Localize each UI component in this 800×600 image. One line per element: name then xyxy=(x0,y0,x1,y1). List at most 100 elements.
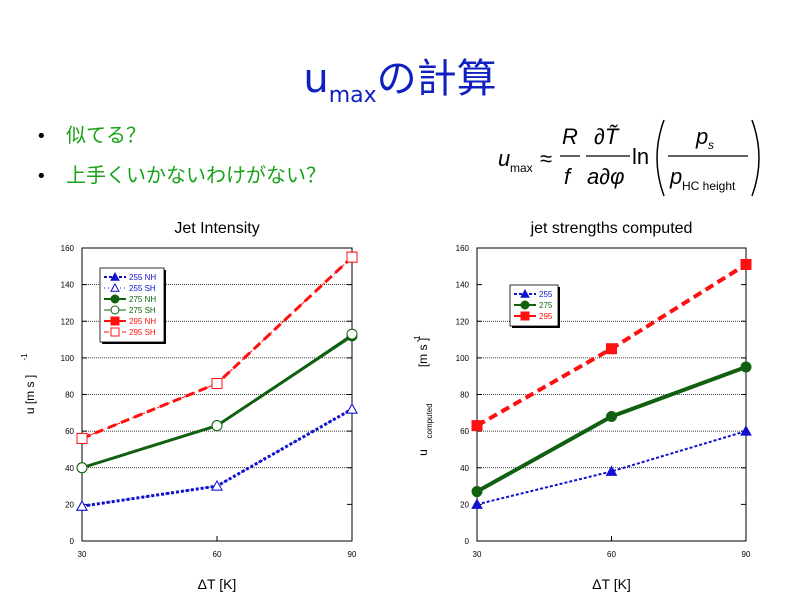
jet-strengths-computed-chart: jet strengths computed 0 20 40 60 80 100 120 140… xyxy=(413,220,752,592)
right-paren-icon xyxy=(751,119,760,197)
y-tick-label: 40 xyxy=(460,464,469,473)
y-axis-label-sup: -1 xyxy=(20,353,29,361)
data-point xyxy=(605,465,618,476)
y-tick-label: 0 xyxy=(465,537,470,546)
data-point xyxy=(346,328,358,340)
formula-approx: ≈ xyxy=(540,146,552,171)
y-tick-label: 100 xyxy=(61,354,75,363)
y-axis-label-unit: [m s ] xyxy=(416,338,430,367)
legend: 255 275 295 xyxy=(509,284,560,328)
y-tick-label: 80 xyxy=(460,391,469,400)
formula-ln: ln xyxy=(632,144,649,169)
series-255 xyxy=(471,425,752,509)
bullet-list: • 似てる？ • 上手くいかないわけがない？ xyxy=(36,118,326,198)
legend-marker xyxy=(110,294,120,304)
data-point xyxy=(606,410,617,422)
legend-shadow xyxy=(512,326,560,328)
formula-lhs-sub: max xyxy=(510,161,533,175)
series-line xyxy=(81,334,353,470)
y-axis-label-group: u computed [m s ]-1 xyxy=(413,335,434,456)
chart-title: Jet Intensity xyxy=(174,220,259,237)
y-tick-label: 140 xyxy=(61,281,75,290)
legend-shadow xyxy=(102,342,166,344)
data-point xyxy=(76,500,88,511)
formula-adphi: a∂φ xyxy=(587,164,624,189)
series-295 xyxy=(471,258,752,432)
y-axis-label: u xyxy=(416,449,430,456)
data-point xyxy=(740,361,752,373)
legend-marker xyxy=(110,316,120,326)
data-point xyxy=(740,258,752,270)
y-tick-label: 120 xyxy=(61,317,75,326)
legend-marker xyxy=(520,300,530,310)
formula-phc-sub: HC height xyxy=(682,179,736,193)
title-rest: の計算 xyxy=(376,56,497,102)
y-tick-label: 0 xyxy=(70,537,75,546)
x-axis-label: ΔT [K] xyxy=(592,576,631,592)
legend-marker xyxy=(110,305,120,315)
data-point xyxy=(76,432,88,444)
x-tick-label: 90 xyxy=(348,550,357,559)
left-paren-icon xyxy=(656,119,665,197)
y-axis-label-sub: computed xyxy=(425,403,434,438)
series-295-sh xyxy=(76,251,358,444)
y-tick-label: 120 xyxy=(456,317,470,326)
jet-intensity-chart: Jet Intensity 0 20 40 60 80 100 120 140 160 30 60 90… xyxy=(20,220,358,592)
bullet-text-1: 似てる？ xyxy=(66,123,146,147)
series-line xyxy=(476,430,747,506)
legend-shadow xyxy=(164,270,166,344)
series-275 xyxy=(471,361,752,498)
data-point xyxy=(211,480,223,491)
data-point xyxy=(606,343,617,355)
y-tick-label: 160 xyxy=(456,244,470,253)
x-tick-label: 60 xyxy=(607,550,616,559)
legend-label: 295 SH xyxy=(129,328,156,337)
y-tick-label: 40 xyxy=(65,464,74,473)
legend-marker xyxy=(110,282,120,292)
formula-R: R xyxy=(562,124,578,149)
y-tick-label: 160 xyxy=(61,244,75,253)
legend-label: 295 NH xyxy=(129,317,156,326)
legend-marker xyxy=(520,311,530,321)
data-point xyxy=(740,425,752,436)
y-tick-label: 20 xyxy=(65,500,74,509)
legend-label: 255 xyxy=(539,290,553,299)
legend-shadow xyxy=(558,287,560,328)
legend-label: 275 NH xyxy=(129,295,156,304)
series-275-sh xyxy=(76,328,358,474)
series-255-sh xyxy=(76,403,358,511)
legend-label: 275 xyxy=(539,301,553,310)
y-axis-label-sup: -1 xyxy=(413,335,422,343)
legend-label: 295 xyxy=(539,312,553,321)
legend-marker xyxy=(110,327,120,337)
x-tick-label: 30 xyxy=(78,550,87,559)
y-tick-label: 60 xyxy=(65,427,74,436)
formula-ps-sub: s xyxy=(708,138,714,152)
y-tick-label: 100 xyxy=(456,354,470,363)
legend: 255 NH 255 SH 275 NH 275 SH 295 NH 295 SH xyxy=(99,267,166,344)
bullet-dot-icon: • xyxy=(36,126,47,147)
formula-phc: p xyxy=(669,164,682,189)
legend-marker xyxy=(110,271,120,281)
y-axis-label-group: u [m s ] -1 xyxy=(20,353,37,414)
data-point xyxy=(471,420,483,432)
x-tick-label: 60 xyxy=(213,550,222,559)
formula-f: f xyxy=(564,164,573,189)
x-tick-label: 90 xyxy=(742,550,751,559)
y-tick-label: 60 xyxy=(460,427,469,436)
data-point xyxy=(211,420,223,432)
title-subscript: max xyxy=(328,83,377,108)
data-point xyxy=(346,251,358,263)
x-axis-label: ΔT [K] xyxy=(198,576,237,592)
formula-dT: ∂T̃ xyxy=(594,124,620,149)
y-tick-label: 20 xyxy=(460,500,469,509)
data-point xyxy=(76,462,88,474)
title-u: u xyxy=(303,56,329,102)
data-point xyxy=(471,486,483,498)
data-point xyxy=(346,403,358,414)
formula-ps: p xyxy=(695,124,708,149)
y-tick-label: 140 xyxy=(456,281,470,290)
bullet-dot-icon: • xyxy=(36,166,47,187)
legend-marker xyxy=(520,288,530,298)
legend-label: 255 SH xyxy=(129,284,156,293)
